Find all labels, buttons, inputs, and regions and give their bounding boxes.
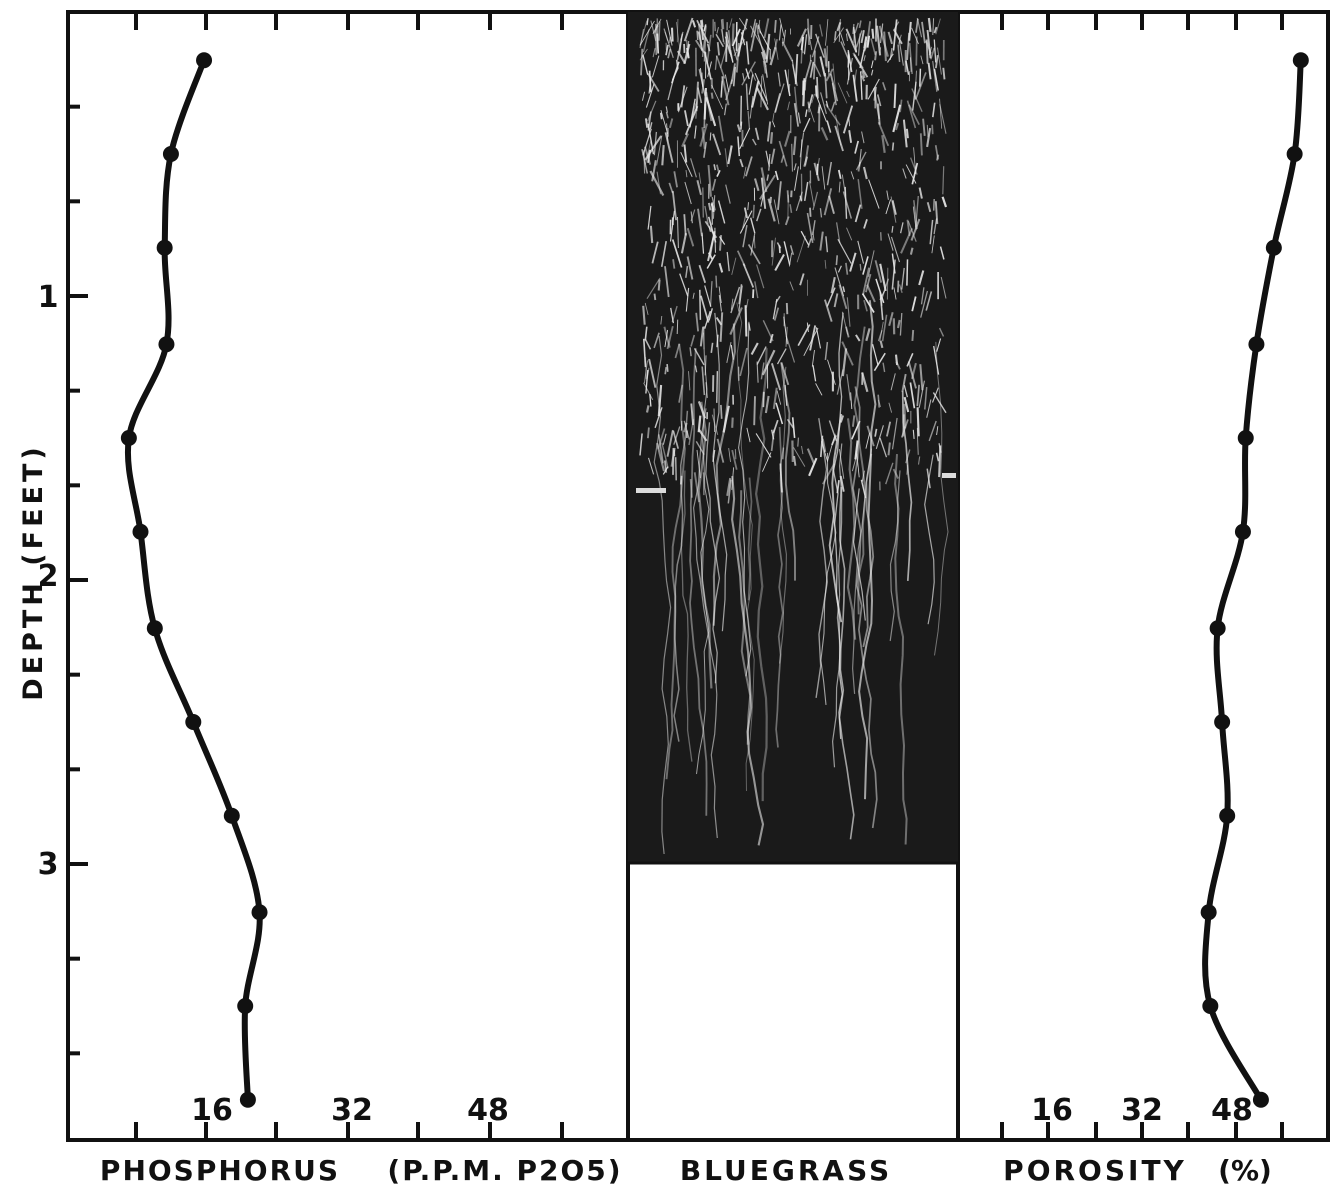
porosity-point <box>1234 523 1251 540</box>
phosphorus-axis-unit: (P.P.M. P2O5) <box>387 1154 622 1187</box>
phosphorus-point <box>223 807 240 824</box>
phosphorus-point <box>146 620 163 637</box>
phosphorus-axis-label: PHOSPHORUS <box>100 1154 340 1187</box>
depth-tick-label: 1 <box>38 280 59 315</box>
porosity-series-line <box>1202 57 1304 1103</box>
porosity-point <box>1237 430 1254 446</box>
phosphorus-series-line <box>125 57 263 1103</box>
porosity-point <box>1252 1091 1269 1108</box>
porosity-point <box>1202 998 1219 1014</box>
phosphorus-tick-label: 32 <box>331 1093 373 1128</box>
phosphorus-tick-label: 16 <box>191 1093 233 1128</box>
porosity-tick-label: 32 <box>1121 1093 1163 1128</box>
porosity-point <box>1248 336 1265 353</box>
porosity-point <box>1286 146 1303 162</box>
porosity-point <box>1200 904 1217 921</box>
phosphorus-point <box>158 336 175 353</box>
depth-tick-label: 2 <box>38 559 59 594</box>
phosphorus-points <box>120 52 268 1108</box>
ticks <box>68 12 1284 1140</box>
porosity-point <box>1265 239 1282 256</box>
porosity-tick-label: 16 <box>1031 1093 1073 1128</box>
porosity-tick-label: 48 <box>1211 1093 1253 1128</box>
phosphorus-point <box>251 904 268 921</box>
depth-marker-left <box>636 488 666 493</box>
y-axis-title: DEPTH (FEET) <box>18 443 49 701</box>
porosity-axis-label: POROSITY <box>1003 1154 1187 1187</box>
bluegrass-photo <box>628 12 958 865</box>
phosphorus-point <box>132 523 149 540</box>
bluegrass-label: BLUEGRASS <box>680 1154 892 1187</box>
porosity-point <box>1219 807 1236 824</box>
phosphorus-point <box>120 430 137 446</box>
porosity-point <box>1214 714 1231 730</box>
porosity-points <box>1200 52 1309 1108</box>
porosity-point <box>1209 620 1226 637</box>
phosphorus-tick-label: 48 <box>467 1093 509 1128</box>
root-mass <box>639 17 949 855</box>
depth-marker-right <box>942 473 956 478</box>
porosity-point <box>1292 52 1309 69</box>
phosphorus-point <box>156 239 173 256</box>
phosphorus-point <box>239 1091 256 1108</box>
phosphorus-point <box>185 714 202 730</box>
phosphorus-point <box>237 998 254 1014</box>
phosphorus-point <box>162 146 179 162</box>
depth-tick-label: 3 <box>38 847 59 882</box>
phosphorus-point <box>196 52 213 69</box>
porosity-axis-unit: (%) <box>1218 1154 1272 1187</box>
